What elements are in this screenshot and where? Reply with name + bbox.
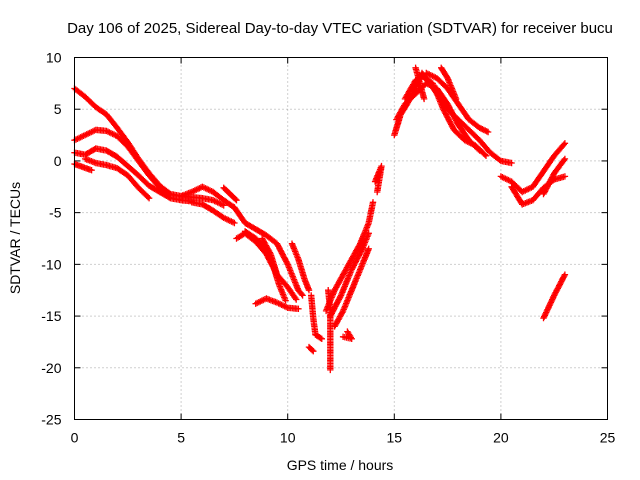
data-point-markers [220, 184, 240, 204]
data-point-markers [401, 72, 490, 159]
y-tick-label: -25 [41, 412, 61, 428]
x-tick-label: 5 [177, 430, 185, 446]
series-track-32 [540, 271, 569, 322]
series-track-12 [258, 235, 281, 278]
series-track-31 [540, 155, 569, 198]
x-tick-label: 15 [387, 430, 403, 446]
y-tick-label: -20 [41, 360, 61, 376]
x-tick-label: 10 [280, 430, 296, 446]
x-tick-label: 0 [71, 430, 79, 446]
series-track-18 [322, 199, 377, 315]
data-point-markers [412, 64, 428, 103]
data-point-markers [327, 230, 372, 320]
data-point-markers [231, 204, 306, 299]
series-track-21 [339, 328, 355, 342]
data-point-markers [188, 199, 238, 227]
data-point-markers [322, 199, 377, 315]
plot-frame [74, 57, 608, 420]
y-tick-label: 0 [54, 153, 62, 169]
data-point-markers [252, 295, 302, 312]
data-point-markers [371, 162, 385, 196]
data-point-markers [331, 245, 372, 330]
data-point-markers [82, 155, 153, 202]
y-tick-label: -5 [49, 205, 62, 221]
series-track-29 [497, 140, 569, 196]
series-track-15 [308, 292, 325, 342]
series-track-16 [305, 343, 317, 355]
series-track-14 [288, 240, 313, 294]
chart-title: Day 106 of 2025, Sidereal Day-to-day VTE… [67, 20, 613, 37]
series-track-6 [177, 183, 238, 211]
y-tick-label: -10 [41, 256, 61, 272]
data-point-markers [308, 292, 325, 342]
y-tick-label: 5 [54, 101, 62, 117]
x-tick-label: 20 [493, 430, 509, 446]
data-point-markers [177, 183, 238, 211]
series-track-19 [327, 230, 372, 320]
data-point-markers [540, 271, 569, 322]
series-track-8 [220, 184, 240, 204]
y-tick-label: 10 [46, 50, 62, 66]
series-track-13 [252, 295, 302, 312]
y-axis-label: SDTVAR / TECUs [7, 182, 23, 294]
series-track-28 [412, 64, 428, 103]
data-points [71, 64, 569, 374]
x-tick-label: 25 [600, 430, 616, 446]
x-axis-label: GPS time / hours [287, 457, 394, 473]
series-track-22 [371, 162, 385, 196]
series-track-27 [438, 64, 460, 103]
tick-labels: 0 5 10 15 20 25 -25 -20 -15 -10 -5 0 5 10 [41, 50, 615, 446]
data-point-markers [497, 140, 569, 196]
data-point-markers [339, 328, 355, 342]
series-track-25 [401, 72, 490, 159]
data-point-markers [540, 155, 569, 198]
series-track-9 [231, 204, 306, 299]
data-point-markers [438, 64, 460, 103]
series-track-20 [331, 245, 372, 330]
grid-lines [74, 57, 608, 420]
data-point-markers [305, 343, 317, 355]
data-point-markers [288, 240, 313, 294]
y-tick-label: -15 [41, 308, 61, 324]
series-track-5 [82, 155, 153, 202]
series-track-7 [188, 199, 238, 227]
data-point-markers [258, 235, 281, 278]
